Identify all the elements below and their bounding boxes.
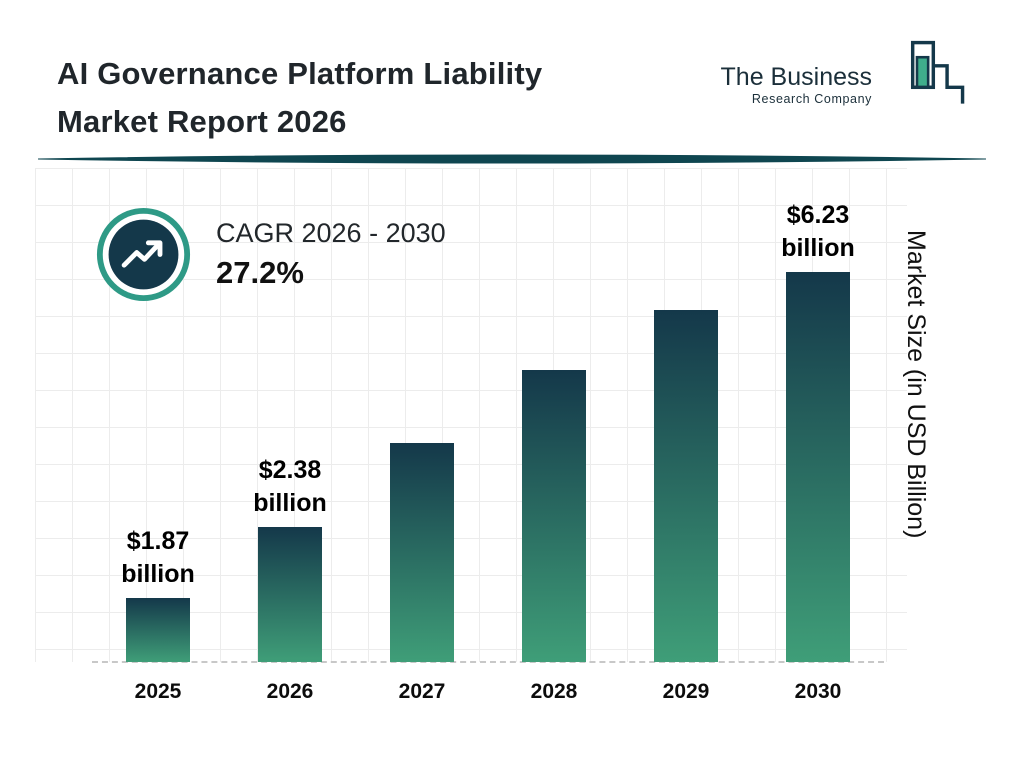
x-label-2025: 2025	[134, 680, 182, 703]
value-label-2025: $1.87 billion	[121, 527, 195, 588]
x-label-2028: 2028	[530, 680, 578, 703]
x-label-2027: 2027	[398, 680, 446, 703]
company-logo: The Business Research Company	[721, 40, 966, 119]
bar-slot-2027	[356, 175, 488, 662]
bar-2029	[654, 310, 718, 662]
value-label-2026: $2.38 billion	[253, 456, 327, 517]
page-title-line2: Market Report 2026	[57, 104, 347, 140]
value-label-2030: $6.23 billion	[781, 201, 855, 262]
bar-slot-2029	[620, 175, 752, 662]
bar-slot-2026: $2.38 billion	[224, 175, 356, 662]
cagr-value: 27.2%	[216, 255, 304, 290]
x-axis-baseline	[92, 661, 884, 663]
cagr-badge: CAGR 2026 - 2030 27.2%	[95, 206, 446, 303]
bars-container: $1.87 billion $2.38 billion $6.23 billion	[92, 175, 884, 662]
bar-2025	[126, 598, 190, 662]
x-label-2026: 2026	[266, 680, 314, 703]
x-axis-labels: 2025 2026 2027 2028 2029 2030	[92, 680, 884, 704]
bar-slot-2028	[488, 175, 620, 662]
bar-2026	[258, 527, 322, 662]
x-label-2029: 2029	[662, 680, 710, 703]
cagr-text: CAGR 2026 - 2030 27.2%	[216, 218, 446, 291]
page-title-line1: AI Governance Platform Liability	[57, 56, 543, 91]
company-subname: Research Company	[751, 91, 872, 106]
page-title: AI Governance Platform Liability Market …	[57, 50, 542, 146]
y-axis-label: Market Size (in USD Billion)	[902, 230, 930, 539]
bar-chart: $1.87 billion $2.38 billion $6.23 billion	[92, 175, 884, 662]
bar-slot-2025: $1.87 billion	[92, 175, 224, 662]
x-label-2030: 2030	[794, 680, 842, 703]
divider	[38, 152, 986, 166]
cagr-label: CAGR 2026 - 2030	[216, 218, 446, 248]
bar-2028	[522, 370, 586, 662]
bar-2027	[390, 443, 454, 662]
company-logo-text: The Business Research Company	[720, 40, 872, 106]
bar-2030	[786, 272, 850, 662]
trending-up-icon	[95, 206, 192, 303]
bar-chart-logo-icon	[880, 40, 966, 119]
bar-slot-2030: $6.23 billion	[752, 175, 884, 662]
company-name: The Business	[720, 63, 872, 91]
